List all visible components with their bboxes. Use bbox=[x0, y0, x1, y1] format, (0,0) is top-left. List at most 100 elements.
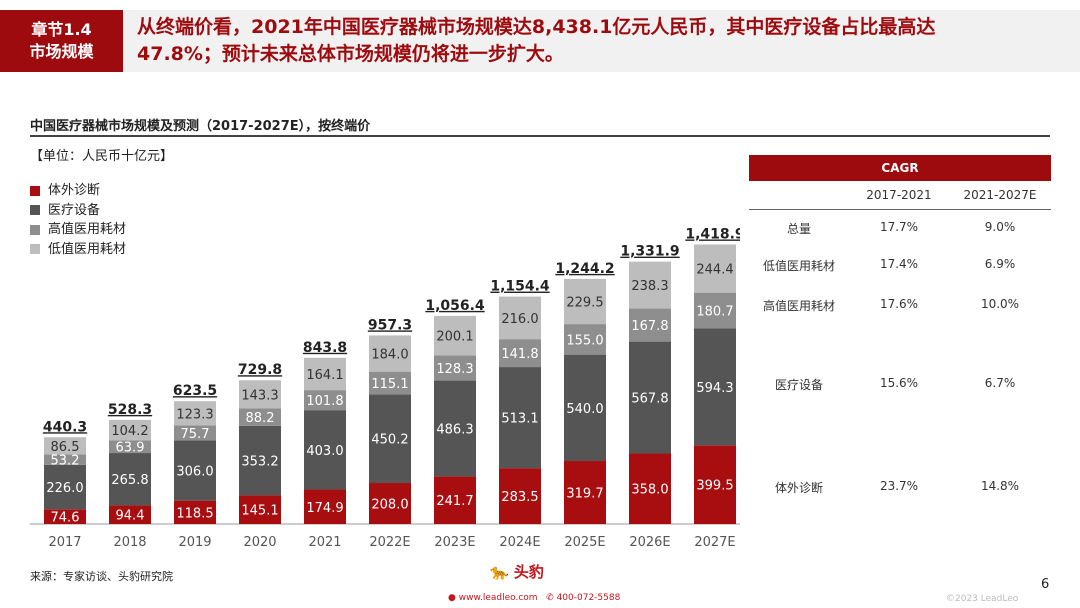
legend-label: 高值医用耗材 bbox=[48, 222, 127, 237]
section-number: 章节1.4 bbox=[31, 20, 92, 39]
value-label: 399.5 bbox=[696, 479, 733, 494]
total-label: 729.8 bbox=[238, 362, 282, 378]
value-label: 128.3 bbox=[436, 362, 473, 377]
value-label: 319.7 bbox=[566, 487, 603, 502]
bar-segment bbox=[564, 324, 606, 355]
total-label: 1,418.9 bbox=[685, 226, 740, 242]
bar-segment bbox=[564, 461, 606, 524]
bar-segment bbox=[109, 419, 151, 441]
bar-segment bbox=[629, 341, 671, 454]
bar-segment bbox=[304, 489, 346, 524]
value-label: 155.0 bbox=[566, 333, 603, 348]
leadleo-logo: 🐆 头豹 bbox=[490, 561, 544, 582]
value-label: 208.0 bbox=[371, 498, 408, 513]
bar-segment bbox=[304, 357, 346, 391]
contact-info: ● www.leadleo.com ✆ 400-072-5588 bbox=[448, 593, 621, 603]
value-label: 86.5 bbox=[51, 440, 80, 455]
x-tick-label: 2026E bbox=[629, 535, 670, 550]
bar-segment bbox=[239, 380, 281, 409]
total-label: 1,056.4 bbox=[425, 298, 485, 314]
cagr-col-header: 2017-2021 bbox=[866, 188, 932, 202]
website-link[interactable]: www.leadleo.com bbox=[458, 593, 538, 603]
cagr-label: 低值医用耗材 bbox=[762, 259, 835, 273]
bar-segment bbox=[174, 425, 216, 441]
headline: 从终端价看，2021年中国医疗器械市场规模达8,438.1亿元人民币，其中医疗设… bbox=[123, 10, 1080, 72]
bar-segment bbox=[239, 408, 281, 426]
value-label: 167.8 bbox=[631, 319, 668, 334]
legend-item: 低值医用耗材 bbox=[30, 240, 126, 260]
cagr-row: 医疗设备 15.6% 6.7% bbox=[749, 376, 1051, 393]
cagr-value: 15.6% bbox=[879, 376, 919, 390]
x-tick-label: 2027E bbox=[694, 535, 735, 550]
page-number: 6 bbox=[1041, 577, 1050, 592]
value-label: 594.3 bbox=[696, 381, 733, 396]
bar-segment bbox=[629, 261, 671, 309]
value-label: 229.5 bbox=[566, 295, 603, 310]
bar-segment bbox=[304, 410, 346, 490]
value-label: 104.2 bbox=[111, 424, 148, 439]
cagr-row: 低值医用耗材 17.4% 6.9% bbox=[749, 257, 1051, 274]
value-label: 164.1 bbox=[306, 368, 343, 383]
legend-swatch bbox=[30, 244, 40, 255]
section-name: 市场规模 bbox=[29, 42, 94, 61]
cagr-label: 医疗设备 bbox=[774, 378, 823, 392]
chart-unit: 【单位：人民币十亿元】 bbox=[30, 149, 174, 164]
x-tick-label: 2024E bbox=[499, 535, 540, 550]
value-label: 174.9 bbox=[306, 501, 343, 516]
total-label: 440.3 bbox=[43, 419, 87, 435]
value-label: 403.0 bbox=[306, 444, 343, 459]
value-label: 123.3 bbox=[176, 407, 213, 422]
bar-segment bbox=[499, 468, 541, 524]
cagr-row: 总量 17.7% 9.0% bbox=[749, 220, 1051, 237]
value-label: 145.1 bbox=[241, 504, 278, 519]
total-label: 528.3 bbox=[108, 402, 152, 418]
total-label: 843.8 bbox=[303, 340, 347, 356]
bar-segment bbox=[629, 308, 671, 342]
bar-segment bbox=[174, 500, 216, 524]
bar-segment bbox=[369, 335, 411, 372]
bar-segment bbox=[44, 464, 86, 510]
x-tick-label: 2019 bbox=[178, 535, 211, 550]
x-tick-label: 2025E bbox=[564, 535, 605, 550]
bar-segment bbox=[44, 437, 86, 455]
value-label: 353.2 bbox=[241, 455, 278, 470]
bar-segment bbox=[174, 401, 216, 426]
x-tick-label: 2021 bbox=[308, 535, 341, 550]
total-label: 1,331.9 bbox=[620, 244, 679, 260]
logo-icon: 🐆 bbox=[490, 563, 509, 581]
value-label: 141.8 bbox=[501, 347, 538, 362]
bar-segment bbox=[109, 453, 151, 506]
legend-item: 体外诊断 bbox=[30, 181, 126, 201]
bar-segment bbox=[694, 445, 736, 524]
value-label: 567.8 bbox=[631, 392, 668, 407]
legend-item: 高值医用耗材 bbox=[30, 220, 126, 240]
value-label: 226.0 bbox=[46, 481, 83, 496]
bar-segment bbox=[109, 440, 151, 454]
legend-swatch bbox=[30, 205, 40, 216]
cagr-label: 总量 bbox=[786, 222, 811, 236]
bar-segment bbox=[434, 476, 476, 524]
bar-segment bbox=[174, 440, 216, 501]
value-label: 53.2 bbox=[51, 454, 80, 469]
value-label: 241.7 bbox=[436, 494, 473, 509]
cagr-value: 17.6% bbox=[879, 297, 919, 311]
value-label: 513.1 bbox=[501, 412, 538, 427]
logo-text: 头豹 bbox=[513, 563, 544, 581]
cagr-label: 高值医用耗材 bbox=[762, 299, 835, 313]
value-label: 216.0 bbox=[501, 312, 538, 327]
bar-segment bbox=[499, 296, 541, 340]
cagr-value: 6.9% bbox=[984, 257, 1016, 271]
cagr-value: 17.4% bbox=[879, 257, 919, 271]
bar-segment bbox=[239, 495, 281, 524]
stacked-bar-chart: 74.6 226.0 53.286.5 440.3 2017 94.4 265.8 63.9 1… bbox=[30, 226, 740, 550]
total-label: 957.3 bbox=[368, 317, 412, 333]
value-label: 540.0 bbox=[566, 402, 603, 417]
cagr-row: 体外诊断 23.7% 14.8% bbox=[749, 479, 1051, 496]
legend-item: 医疗设备 bbox=[30, 201, 126, 221]
phone-number: 400-072-5588 bbox=[556, 593, 621, 603]
cagr-value: 14.8% bbox=[980, 479, 1020, 493]
value-label: 88.2 bbox=[246, 411, 275, 426]
bar-segment bbox=[369, 394, 411, 484]
legend: 体外诊断 医疗设备 高值医用耗材 低值医用耗材 bbox=[30, 181, 126, 259]
legend-label: 医疗设备 bbox=[48, 202, 101, 218]
